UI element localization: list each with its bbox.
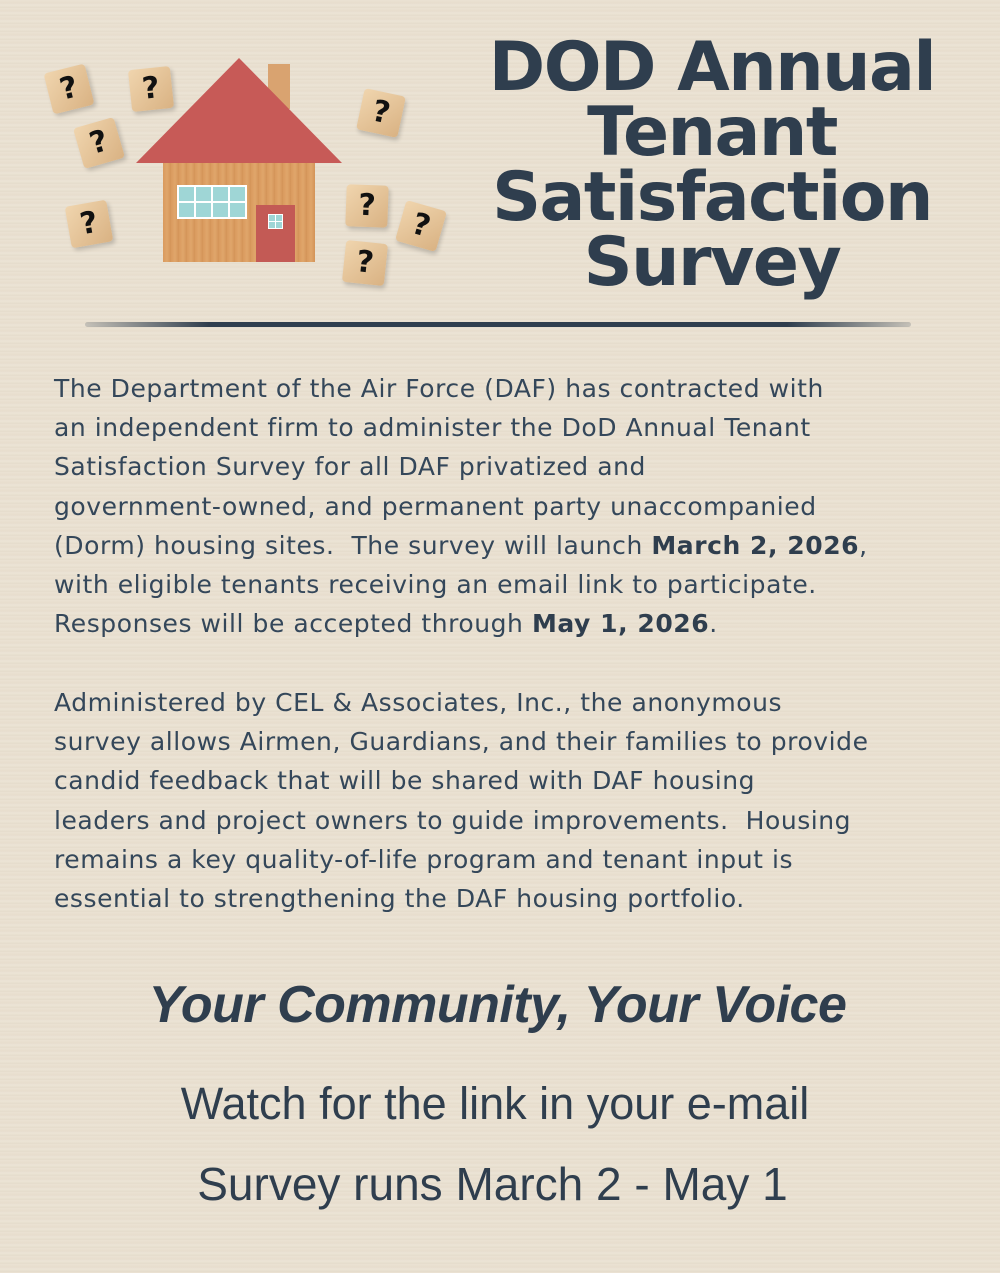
text-line: with eligible tenants receiving an email…	[54, 570, 817, 600]
text-line: leaders and project owners to guide impr…	[54, 805, 852, 835]
text: ,	[859, 530, 868, 560]
question-block: ?	[43, 63, 95, 115]
cta-email: Watch for the link in your e-mail	[180, 1078, 810, 1129]
intro-paragraph: The Department of the Air Force (DAF) ha…	[54, 369, 868, 643]
text-line: Administered by CEL & Associates, Inc., …	[54, 688, 783, 717]
door-window	[268, 214, 283, 229]
house-window	[177, 185, 247, 219]
question-block: ?	[64, 199, 114, 249]
text-line: survey allows Airmen, Guardians, and the…	[54, 727, 869, 757]
question-block: ?	[395, 200, 447, 252]
title-line: Satisfaction	[492, 158, 933, 237]
divider	[85, 322, 911, 327]
text: (Dorm) housing sites. The survey will la…	[54, 530, 652, 560]
title-line: Survey	[583, 223, 842, 302]
details-paragraph: Administered by CEL & Associates, Inc., …	[54, 683, 869, 918]
text-line: essential to strengthening the DAF housi…	[54, 884, 745, 914]
text-line: The Department of the Air Force (DAF) ha…	[54, 374, 824, 403]
text-line: government-owned, and permanent party un…	[54, 491, 817, 521]
text: Responses will be accepted through	[54, 609, 532, 639]
slogan: Your Community, Your Voice	[148, 976, 847, 1034]
question-block: ?	[356, 88, 406, 138]
question-block: ?	[341, 239, 389, 287]
cta-dates: Survey runs March 2 - May 1	[197, 1158, 788, 1210]
page-title: DOD Annual Tenant Satisfaction Survey	[470, 28, 954, 302]
question-block: ?	[73, 117, 125, 169]
title-line: DOD Annual	[488, 28, 937, 107]
end-date: May 1, 2026	[531, 609, 710, 639]
text: .	[709, 609, 718, 639]
text-line: (Dorm) housing sites. The survey will la…	[54, 526, 868, 565]
launch-date: March 2, 2026	[651, 530, 860, 560]
question-block: ?	[345, 184, 389, 228]
house-illustration: ? ? ? ? ? ? ? ?	[0, 0, 480, 287]
text-line: an independent firm to administer the Do…	[54, 413, 811, 443]
question-block: ?	[127, 65, 175, 113]
text-line: Satisfaction Survey for all DAF privatiz…	[54, 452, 646, 482]
title-line: Tenant	[587, 93, 838, 172]
text-line: candid feedback that will be shared with…	[54, 766, 756, 796]
text-line: Responses will be accepted through May 1…	[54, 604, 868, 643]
text-line: remains a key quality-of-life program an…	[54, 844, 794, 874]
